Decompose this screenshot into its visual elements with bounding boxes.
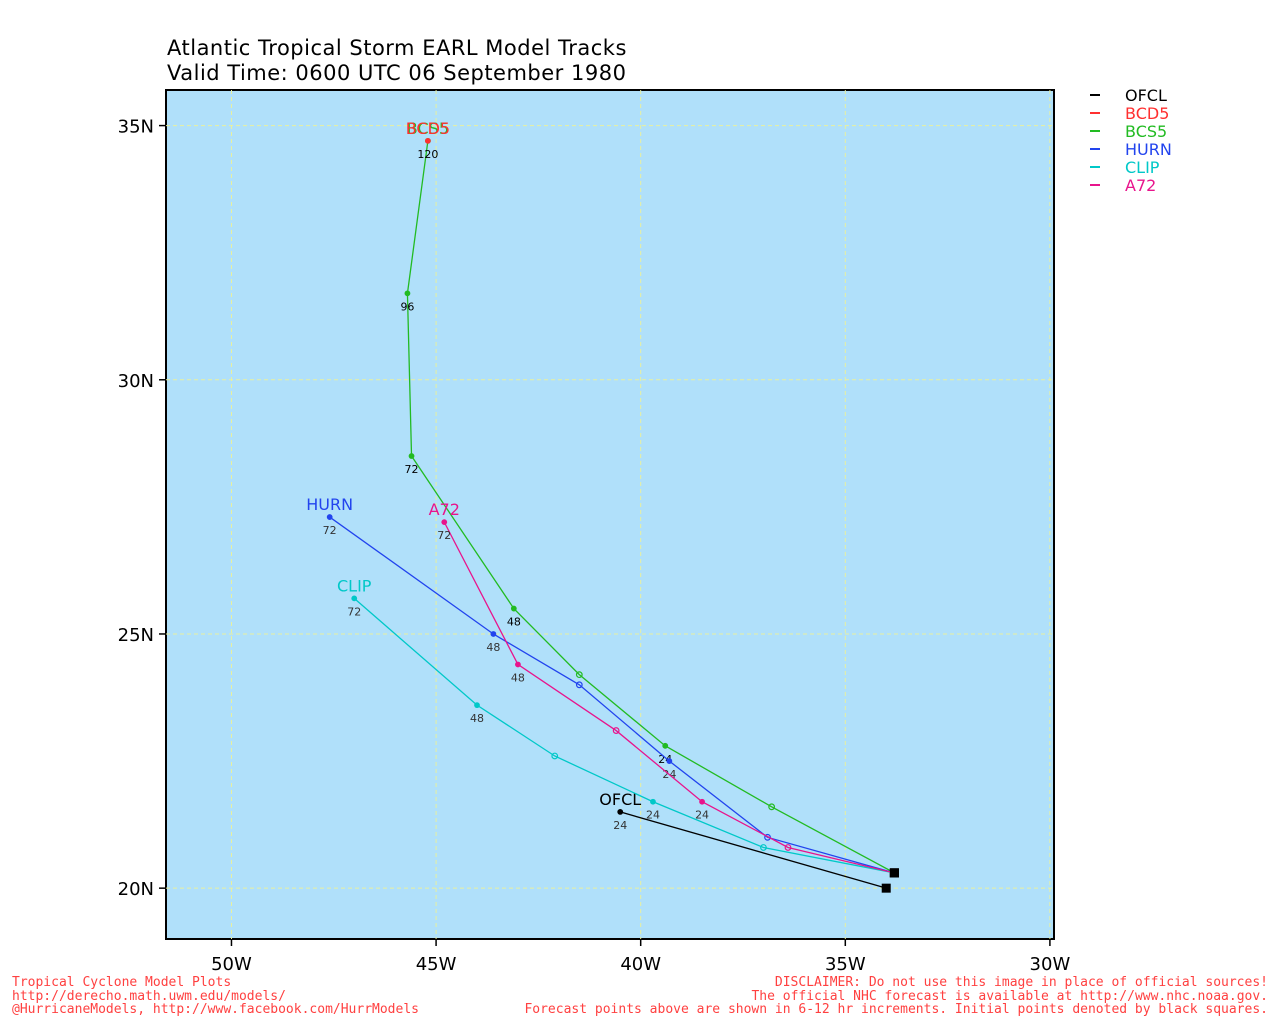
model-tracks: 24OFCL24487296120BCS5BCD5244872HURN24487… [306,119,899,893]
track-name-label: OFCL [599,790,641,809]
footer-disclaimer: DISCLAIMER: Do not use this image in pla… [524,976,1268,1017]
forecast-hour-label: 72 [437,529,451,542]
legend-swatch [1090,166,1100,168]
track-name-label: HURN [306,495,353,514]
track-name-label: BCD5 [406,119,450,138]
legend-swatch [1090,112,1100,114]
legend-item-bcd5: BCD5 [1090,103,1172,123]
forecast-point [510,605,517,612]
forecast-hour-label: 72 [347,605,361,618]
footer-left-line-2: http://derecho.math.uwm.edu/models/ [12,988,286,1004]
forecast-point [666,758,673,764]
forecast-hour-label: 24 [613,819,627,832]
lon-tick-label: 40W [620,954,661,975]
legend-label: HURN [1125,139,1172,159]
forecast-point [326,514,333,520]
legend-swatch [1090,94,1100,96]
legend-label: BCD5 [1125,103,1170,123]
forecast-point [612,727,620,734]
forecast-point [575,671,583,679]
legend-label: BCS5 [1125,121,1168,141]
forecast-point [617,809,624,815]
legend-item-a72: A72 [1090,175,1172,195]
lon-tick-label: 30W [1030,954,1071,975]
track-line-a72 [443,521,895,874]
lat-tick-label: 35N [118,117,154,138]
map-title: Atlantic Tropical Storm EARL Model Track… [167,36,627,86]
forecast-hour-label: 48 [511,671,525,684]
legend-item-hurn: HURN [1090,139,1172,159]
forecast-point [764,833,771,841]
track-name-label: A72 [429,500,460,519]
forecast-hour-label: 72 [405,463,419,476]
forecast-point [351,595,358,602]
legend-swatch [1090,130,1100,132]
forecast-hour-label: 48 [470,712,484,725]
initial-position-marker [881,883,891,893]
forecast-point [474,702,480,709]
track-name-label: CLIP [337,576,372,595]
footer-right-line-3: Forecast points above are shown in 6-12 … [524,1002,1268,1017]
legend-swatch [1090,184,1100,186]
map-background [165,89,1055,940]
forecast-point [662,742,669,749]
forecast-point [575,681,583,689]
title-line-1: Atlantic Tropical Storm EARL Model Track… [167,36,627,60]
forecast-hour-label: 48 [507,616,521,629]
legend-item-clip: CLIP [1090,157,1172,177]
lat-tick-label: 25N [118,625,154,646]
track-line-bcs5 [406,140,895,874]
legend-swatch [1090,148,1100,150]
legend-item-bcs5: BCS5 [1090,121,1172,141]
axes: 50W 45W 40W 35W 30W 20N 25N 30N 35N [118,117,1071,975]
lon-tick-label: 45W [416,954,457,975]
footer-right-line-2: The official NHC forecast is available a… [751,988,1268,1004]
legend-label: CLIP [1125,157,1160,177]
legend: OFCL BCD5 BCS5 HURN CLIP A72 [1090,85,1172,195]
title-line-2: Valid Time: 0600 UTC 06 September 1980 [167,61,627,85]
grid-lines [166,90,1054,939]
forecast-point [404,290,411,297]
forecast-hour-label: 48 [486,641,500,654]
footer-credits: Tropical Cyclone Model Plots http://dere… [12,976,419,1017]
forecast-hour-label: 24 [695,809,709,822]
forecast-point [408,453,415,459]
forecast-hour-label: 96 [400,300,414,313]
forecast-point [768,803,776,811]
forecast-point [551,752,559,760]
legend-label: OFCL [1125,85,1167,105]
legend-item-ofcl: OFCL [1090,85,1172,105]
forecast-point [490,631,497,637]
forecast-point [441,519,448,526]
forecast-hour-label: 24 [646,809,660,822]
initial-position-marker [889,868,899,878]
track-line-clip [353,597,895,874]
legend-label: A72 [1125,175,1157,195]
track-line-hurn [329,516,895,874]
footer-left-line-1: Tropical Cyclone Model Plots [12,975,232,990]
forecast-hour-label: 72 [323,524,337,537]
forecast-point [424,137,431,144]
forecast-point [650,798,656,805]
lon-tick-label: 35W [825,954,866,975]
track-name-label: BCS5 [407,119,449,138]
lon-tick-label: 50W [211,954,252,975]
track-line-ofcl [620,811,887,889]
forecast-point [784,844,792,851]
forecast-hour-label: 120 [417,148,438,161]
lat-tick-label: 20N [118,879,154,900]
forecast-point [515,661,521,668]
footer-right-line-1: DISCLAIMER: Do not use this image in pla… [774,975,1268,990]
forecast-point [760,844,767,851]
forecast-point [699,798,705,805]
lat-tick-label: 30N [118,371,154,392]
footer-left-line-3: @HurricaneModels, http://www.facebook.co… [12,1002,419,1017]
